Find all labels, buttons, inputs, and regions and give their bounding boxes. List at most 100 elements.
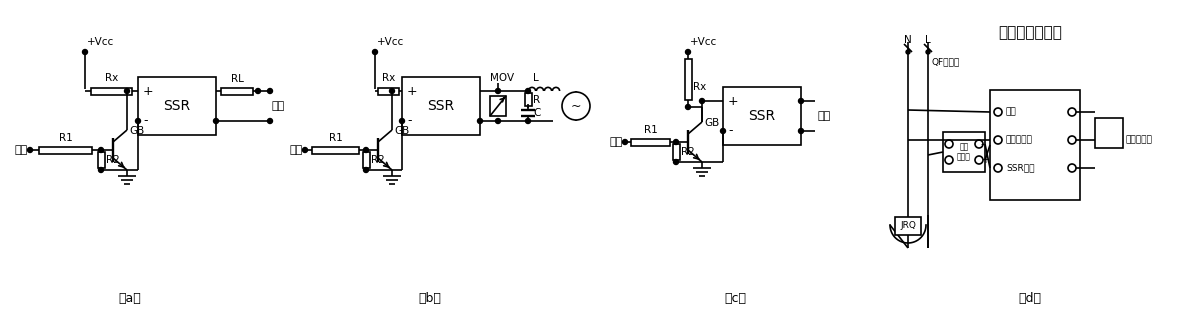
Text: -: - [143, 115, 148, 127]
Circle shape [526, 89, 530, 93]
Circle shape [906, 50, 910, 54]
Text: 温度传感器: 温度传感器 [1126, 135, 1153, 145]
Text: GB: GB [394, 126, 409, 136]
Bar [490, 96, 506, 116]
Circle shape [364, 148, 368, 153]
Text: 输出: 输出 [272, 101, 286, 111]
Text: SSR: SSR [163, 99, 191, 113]
Circle shape [673, 140, 678, 145]
Bar [895, 217, 922, 235]
Text: Rx: Rx [104, 73, 118, 83]
Circle shape [720, 129, 726, 133]
Circle shape [478, 118, 482, 124]
Text: R2: R2 [106, 155, 120, 165]
Bar [38, 147, 92, 154]
Text: （b）: （b） [419, 292, 442, 305]
Text: +Vcc: +Vcc [88, 37, 114, 47]
Circle shape [302, 148, 307, 153]
Text: SSR: SSR [427, 99, 455, 113]
Bar [221, 87, 253, 94]
Text: -: - [982, 139, 984, 149]
Text: GB: GB [130, 126, 144, 136]
Circle shape [364, 167, 368, 172]
Bar [378, 87, 398, 94]
Text: （a）: （a） [119, 292, 142, 305]
Text: R: R [533, 94, 540, 105]
Circle shape [526, 118, 530, 124]
Circle shape [98, 167, 103, 172]
Text: -: - [407, 115, 412, 127]
Circle shape [125, 89, 130, 93]
Text: -: - [728, 124, 732, 138]
Text: R2: R2 [371, 155, 385, 165]
Text: （c）: （c） [724, 292, 746, 305]
Bar [312, 147, 359, 154]
Bar [722, 87, 802, 145]
Circle shape [28, 148, 32, 153]
Text: SSR输出: SSR输出 [1006, 164, 1034, 172]
Circle shape [496, 89, 500, 93]
Bar [672, 144, 679, 160]
Text: SSR: SSR [749, 109, 775, 123]
Text: 固态
继电器: 固态 继电器 [958, 142, 971, 161]
Text: Rx: Rx [382, 73, 395, 83]
Circle shape [268, 89, 272, 93]
Circle shape [372, 50, 378, 54]
Text: +Vcc: +Vcc [377, 37, 404, 47]
Text: 输入: 输入 [610, 137, 623, 147]
Text: N: N [904, 35, 912, 45]
Text: RL: RL [230, 74, 244, 84]
Text: L: L [533, 73, 539, 83]
Text: R1: R1 [643, 125, 658, 135]
Text: （d）: （d） [1019, 292, 1042, 305]
Text: JRQ: JRQ [900, 220, 916, 229]
Text: QF断路器: QF断路器 [931, 57, 959, 66]
Circle shape [390, 89, 395, 93]
Bar [402, 77, 480, 135]
Circle shape [98, 148, 103, 153]
Circle shape [926, 50, 930, 54]
Bar [97, 152, 104, 168]
Text: 输出: 输出 [817, 111, 830, 121]
Circle shape [268, 118, 272, 124]
Circle shape [214, 118, 218, 124]
Circle shape [700, 99, 704, 103]
Bar [990, 90, 1080, 200]
Text: GB: GB [704, 118, 719, 128]
Text: 输入: 输入 [14, 145, 28, 155]
Circle shape [136, 118, 140, 124]
Text: ~: ~ [571, 100, 581, 113]
Text: +: + [982, 155, 989, 165]
Text: MOV: MOV [490, 73, 514, 83]
Bar [524, 93, 532, 106]
Circle shape [83, 50, 88, 54]
Text: 输入: 输入 [289, 145, 302, 155]
Text: +Vcc: +Vcc [690, 37, 718, 47]
Circle shape [685, 105, 690, 109]
Text: +: + [728, 94, 739, 108]
Circle shape [673, 159, 678, 164]
Circle shape [685, 50, 690, 54]
Text: R1: R1 [329, 133, 342, 143]
Bar [631, 139, 670, 146]
Bar [943, 132, 985, 172]
Text: Rx: Rx [694, 82, 707, 92]
Bar [1096, 118, 1123, 148]
Text: L: L [925, 35, 931, 45]
Text: 温度控制原理图: 温度控制原理图 [998, 25, 1062, 40]
Circle shape [256, 89, 260, 93]
Bar [138, 77, 216, 135]
Circle shape [623, 140, 628, 145]
Bar [362, 152, 370, 168]
Text: +: + [407, 84, 418, 98]
Circle shape [798, 129, 804, 133]
Circle shape [400, 118, 404, 124]
Circle shape [496, 118, 500, 124]
Text: R2: R2 [682, 147, 695, 157]
Text: 温度控制器: 温度控制器 [1006, 135, 1033, 145]
Text: +: + [143, 84, 154, 98]
Text: 供电: 供电 [1006, 108, 1016, 116]
Text: R1: R1 [59, 133, 72, 143]
Bar [684, 59, 691, 100]
Bar [91, 87, 132, 94]
